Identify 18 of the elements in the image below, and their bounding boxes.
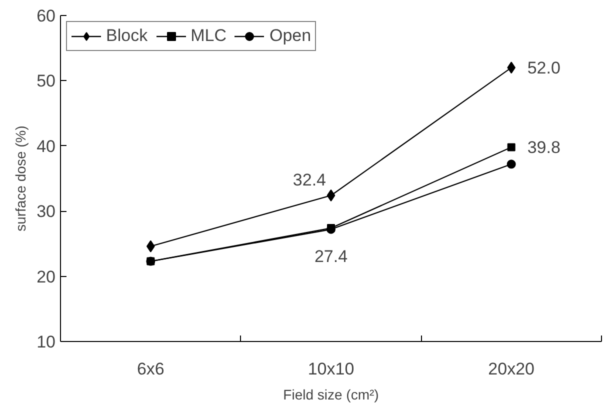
y-tick-label: 60 [36,6,56,26]
y-tick-label: 10 [36,332,56,352]
legend-label: MLC [190,26,226,46]
x-tick-label: 10x10 [308,360,354,378]
x-tick-label: 6x6 [136,360,164,378]
y-axis-title: surface dose (%) [12,126,29,232]
y-tick-label: 40 [36,136,56,156]
y-tick-label: 30 [36,202,56,222]
annotation: 27.4 [314,247,348,266]
x-tick-label: 20x20 [488,360,534,378]
annotation: 39.8 [527,138,560,158]
y-tick-label: 50 [36,72,56,91]
legend-label: Block [106,26,148,46]
legend-label: Open [269,26,312,46]
y-tick-label: 20 [36,267,56,286]
x-axis-title: Field size (cm²) [283,386,379,402]
annotation: 52.0 [527,58,560,78]
annotation: 32.4 [292,170,326,190]
